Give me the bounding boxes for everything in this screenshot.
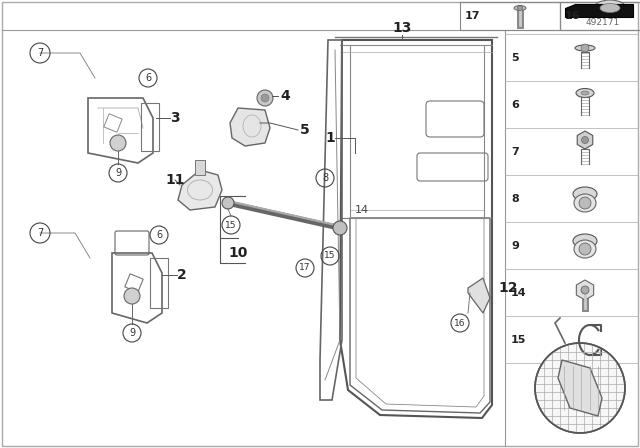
- Text: 10: 10: [228, 246, 248, 260]
- Circle shape: [579, 243, 591, 255]
- Text: 14: 14: [511, 288, 527, 298]
- Text: 9: 9: [511, 241, 519, 251]
- Text: 5: 5: [511, 53, 518, 63]
- Circle shape: [333, 221, 347, 235]
- Circle shape: [124, 288, 140, 304]
- Text: 6: 6: [145, 73, 151, 83]
- Text: 3: 3: [170, 111, 180, 125]
- Circle shape: [518, 5, 522, 10]
- Circle shape: [579, 197, 591, 209]
- Ellipse shape: [581, 91, 589, 95]
- Polygon shape: [468, 278, 490, 313]
- Ellipse shape: [600, 4, 620, 13]
- Text: 6: 6: [156, 230, 162, 240]
- Ellipse shape: [576, 89, 594, 98]
- Circle shape: [582, 137, 589, 143]
- Ellipse shape: [573, 234, 597, 248]
- Circle shape: [110, 135, 126, 151]
- Bar: [195, 160, 205, 175]
- Ellipse shape: [574, 240, 596, 258]
- Text: 8: 8: [511, 194, 519, 204]
- Text: 15: 15: [511, 335, 526, 345]
- Text: 16: 16: [454, 319, 466, 327]
- Polygon shape: [230, 108, 270, 146]
- Text: 8: 8: [322, 173, 328, 183]
- Circle shape: [581, 286, 589, 294]
- Circle shape: [257, 90, 273, 106]
- Bar: [141, 103, 159, 151]
- Polygon shape: [558, 360, 602, 416]
- Text: 6: 6: [511, 100, 519, 110]
- Text: 5: 5: [300, 123, 310, 137]
- Ellipse shape: [573, 187, 597, 201]
- Text: 12: 12: [498, 281, 518, 295]
- Circle shape: [261, 94, 269, 102]
- Text: 1: 1: [325, 131, 335, 145]
- Text: 2: 2: [177, 268, 187, 282]
- Bar: [560, 2, 640, 30]
- Circle shape: [535, 343, 625, 433]
- Text: 11: 11: [165, 173, 184, 187]
- Bar: [560, 2, 640, 30]
- Circle shape: [581, 44, 589, 52]
- Ellipse shape: [574, 194, 596, 212]
- Text: 7: 7: [37, 228, 43, 238]
- Text: 15: 15: [324, 251, 336, 260]
- Text: 15: 15: [225, 220, 237, 229]
- Text: 14: 14: [355, 205, 369, 215]
- Polygon shape: [178, 170, 222, 210]
- Text: 13: 13: [392, 21, 412, 35]
- Text: 9: 9: [129, 328, 135, 338]
- Text: 7: 7: [511, 147, 519, 157]
- Text: 16: 16: [565, 11, 580, 21]
- Polygon shape: [565, 4, 633, 17]
- Ellipse shape: [575, 45, 595, 51]
- Ellipse shape: [514, 5, 526, 10]
- Ellipse shape: [594, 0, 626, 16]
- Text: 9: 9: [115, 168, 121, 178]
- Text: 17: 17: [465, 11, 481, 21]
- Text: 492171: 492171: [586, 18, 620, 27]
- Text: 7: 7: [37, 48, 43, 58]
- Bar: [460, 2, 560, 30]
- Bar: [150, 258, 168, 308]
- Circle shape: [222, 197, 234, 209]
- Text: 17: 17: [300, 263, 311, 272]
- Text: 4: 4: [280, 89, 290, 103]
